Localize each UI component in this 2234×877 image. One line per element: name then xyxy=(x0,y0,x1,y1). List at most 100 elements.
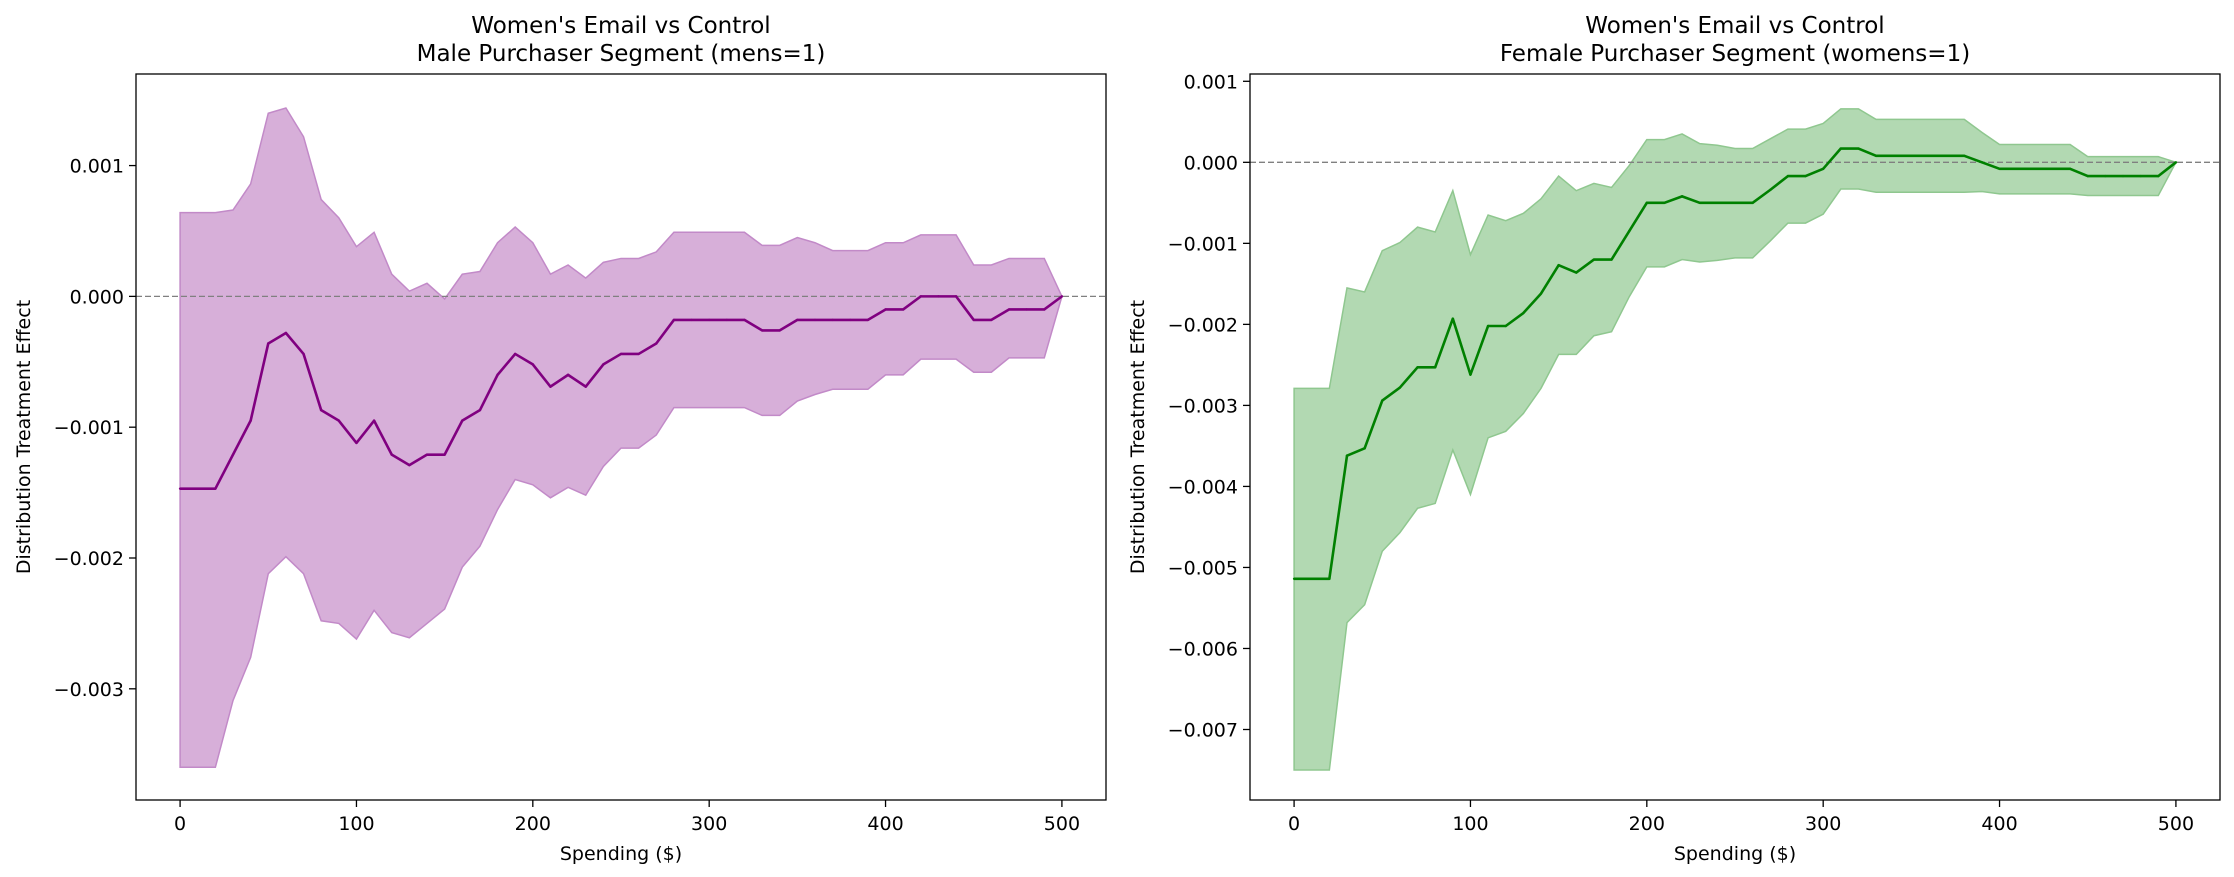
y-tick-label: −0.004 xyxy=(1168,476,1238,498)
data-point xyxy=(849,318,852,322)
y-tick-label: −0.005 xyxy=(1168,557,1238,579)
data-point xyxy=(1575,271,1578,274)
chart-1: 0 100 200 300 400 500 −0.003 −0.002 −0.001 0.000 0… xyxy=(13,13,1107,865)
y-tick-label: −0.001 xyxy=(54,417,124,439)
x-tick-label: 300 xyxy=(691,813,727,835)
data-point xyxy=(2068,167,2072,171)
data-point xyxy=(1539,292,1543,295)
data-point xyxy=(1328,577,1331,580)
data-point xyxy=(1645,201,1649,205)
data-point xyxy=(2174,161,2178,164)
data-point xyxy=(1857,147,1860,150)
data-point xyxy=(760,329,764,332)
x-axis-label: Spending ($) xyxy=(1674,843,1796,865)
data-point xyxy=(302,352,305,356)
data-point xyxy=(1060,295,1064,298)
data-point xyxy=(1998,167,2001,171)
data-point xyxy=(1433,366,1437,369)
data-point xyxy=(937,295,940,298)
chart-2: 0 100 200 300 400 500 −0.007 −0.006 −0.005 −0.004… xyxy=(1127,13,2221,865)
data-point xyxy=(1927,154,1931,158)
data-point xyxy=(655,342,658,345)
data-point xyxy=(1557,264,1560,267)
data-point xyxy=(1786,174,1790,178)
chart-title: Women's Email vs Control xyxy=(1585,13,1884,39)
data-point xyxy=(672,318,676,322)
x-tick-label: 500 xyxy=(1044,813,1080,835)
data-point xyxy=(743,318,746,322)
data-point xyxy=(319,408,323,412)
data-point xyxy=(2121,174,2125,178)
data-point xyxy=(1007,308,1011,311)
data-point xyxy=(884,308,887,311)
data-point xyxy=(919,295,923,298)
data-point xyxy=(478,408,482,412)
data-point xyxy=(1504,324,1507,328)
x-tick-label: 300 xyxy=(1805,813,1841,835)
data-point xyxy=(2157,174,2160,178)
data-point xyxy=(1698,201,1701,205)
data-point xyxy=(531,363,535,366)
data-point xyxy=(408,463,411,467)
data-point xyxy=(1751,201,1754,205)
confidence-band xyxy=(179,107,1063,769)
data-point xyxy=(866,318,870,322)
data-point xyxy=(584,385,587,388)
chart-subtitle: Male Purchaser Segment (mens=1) xyxy=(417,41,826,67)
data-point xyxy=(1025,308,1028,311)
data-point xyxy=(1821,167,1825,171)
data-point xyxy=(1680,195,1684,198)
data-point xyxy=(2139,174,2142,178)
data-point xyxy=(1910,154,1913,158)
y-axis-label: Distribution Treatment Effect xyxy=(13,300,35,574)
data-point xyxy=(1043,308,1046,311)
data-point xyxy=(2104,174,2107,178)
data-point xyxy=(390,453,393,456)
data-point xyxy=(1310,577,1313,580)
data-point xyxy=(231,453,235,456)
data-point xyxy=(2086,174,2089,178)
data-point xyxy=(1345,454,1349,457)
data-point xyxy=(725,318,729,322)
x-tick-label: 500 xyxy=(2158,813,2194,835)
data-point xyxy=(513,352,517,356)
y-tick-label: −0.001 xyxy=(1168,233,1238,255)
data-point xyxy=(1522,311,1525,315)
axes-frame xyxy=(135,73,1107,801)
data-point xyxy=(178,487,182,490)
data-point xyxy=(954,295,958,298)
x-tick-label: 100 xyxy=(1452,813,1488,835)
y-tick-label: −0.007 xyxy=(1168,720,1238,742)
data-point xyxy=(1733,201,1737,205)
data-point xyxy=(1416,366,1419,369)
data-point xyxy=(566,373,570,377)
data-point xyxy=(196,487,199,490)
data-point xyxy=(549,385,552,388)
data-point xyxy=(1627,229,1631,233)
data-point xyxy=(2051,167,2054,171)
data-point xyxy=(1292,577,1296,580)
data-point xyxy=(1804,174,1807,178)
y-tick-label: −0.003 xyxy=(54,679,124,701)
y-tick-label: −0.002 xyxy=(54,548,124,570)
data-point xyxy=(602,363,605,366)
data-point xyxy=(1945,154,1948,158)
data-point xyxy=(214,487,217,490)
data-point xyxy=(1451,317,1455,320)
x-tick-label: 0 xyxy=(174,813,186,835)
data-point xyxy=(1663,201,1666,205)
data-point xyxy=(637,352,640,356)
x-tick-label: 400 xyxy=(1981,813,2017,835)
data-point xyxy=(425,453,429,456)
data-point xyxy=(443,453,446,456)
data-point xyxy=(372,419,376,422)
data-point xyxy=(1592,258,1596,261)
data-point xyxy=(831,318,834,322)
data-point xyxy=(690,318,693,322)
data-point xyxy=(1963,154,1966,158)
data-point xyxy=(1769,188,1772,192)
data-point xyxy=(355,441,358,445)
data-point xyxy=(267,342,270,345)
data-point xyxy=(461,419,464,422)
